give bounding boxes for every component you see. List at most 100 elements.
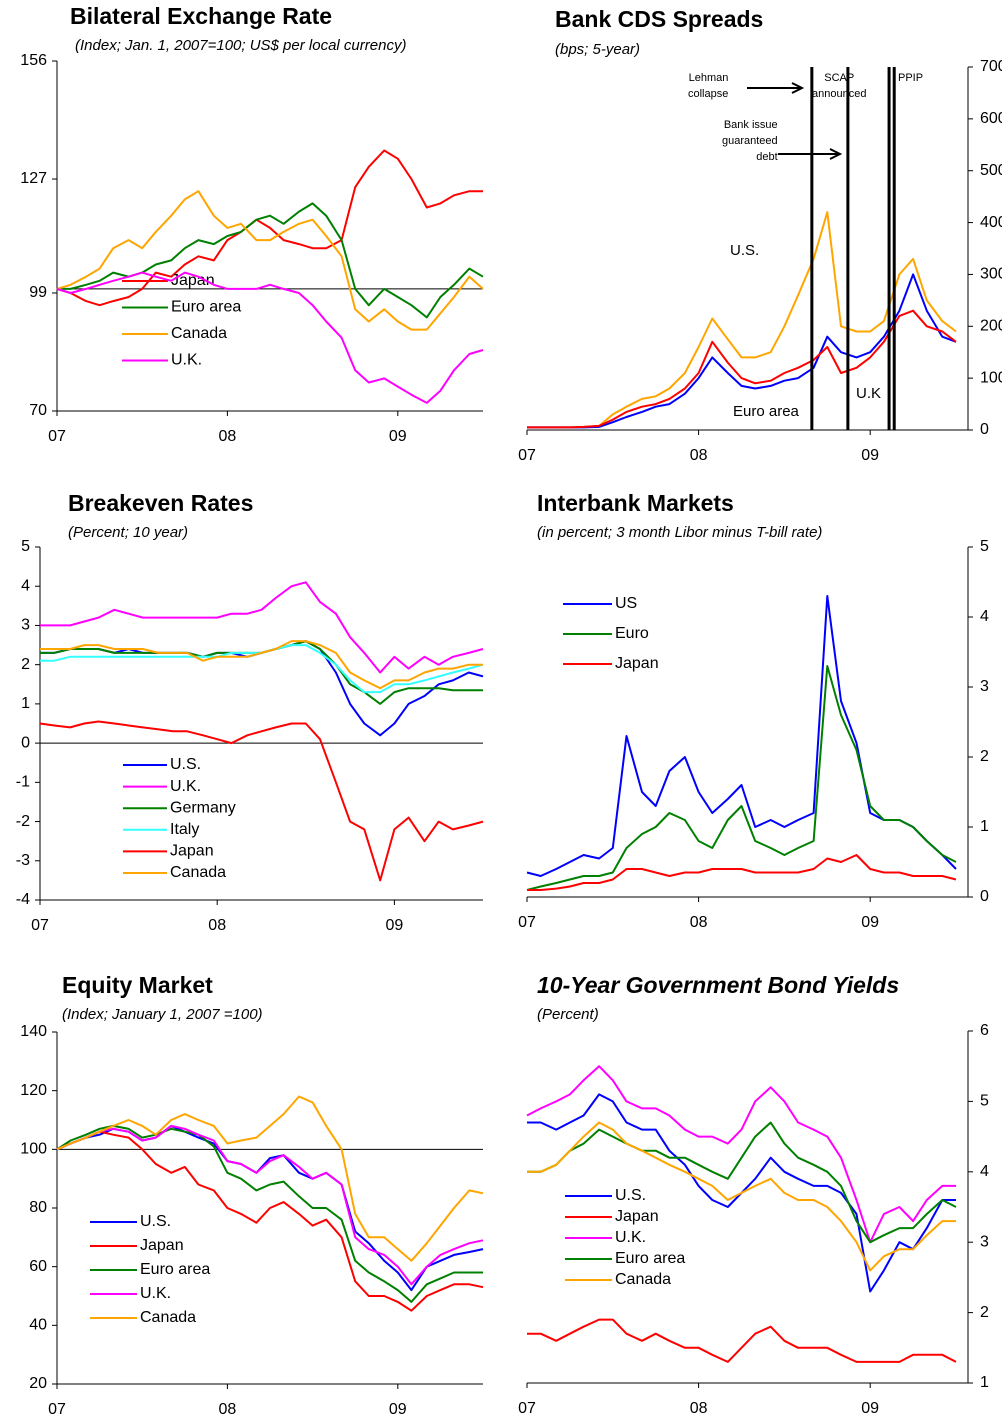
- y-tick-label: 1: [980, 1374, 989, 1391]
- y-tick-label: 1: [980, 818, 989, 835]
- legend-label: U.K.: [140, 1285, 171, 1302]
- chart-subtitle: (Percent): [537, 1006, 599, 1023]
- y-tick-label: 2: [21, 656, 30, 673]
- legend-label: Canada: [615, 1271, 671, 1288]
- legend-label: Euro area: [171, 299, 241, 316]
- legend-label: U.K.: [170, 778, 201, 795]
- chart-subtitle: (Index; January 1, 2007 =100): [62, 1006, 263, 1023]
- y-tick-label: 6: [980, 1022, 989, 1039]
- legend-label: Germany: [170, 799, 236, 816]
- y-tick-label: 600: [980, 110, 1002, 127]
- y-tick-label: 20: [29, 1375, 47, 1392]
- annotation: Bank issue guaranteed debt: [722, 119, 778, 163]
- x-tick-label: 07: [518, 447, 536, 464]
- x-tick-label: 09: [861, 914, 879, 931]
- legend-label: Euro area: [615, 1250, 685, 1267]
- x-tick-label: 07: [518, 1400, 536, 1417]
- legend-label: Japan: [615, 1208, 659, 1225]
- series-line: [526, 595, 957, 877]
- y-tick-label: 0: [21, 734, 30, 751]
- chart-subtitle: (Percent; 10 year): [68, 524, 188, 541]
- x-tick-label: 07: [31, 917, 49, 934]
- x-tick-label: 07: [48, 1401, 66, 1418]
- annotation: Euro area: [733, 403, 799, 420]
- legend-label: Euro area: [140, 1261, 210, 1278]
- y-tick-label: -4: [16, 891, 30, 908]
- x-tick-label: 09: [389, 1401, 407, 1418]
- chart-subtitle: (bps; 5-year): [555, 41, 640, 58]
- y-tick-label: -3: [16, 852, 30, 869]
- y-tick-label: 0: [980, 888, 989, 905]
- legend-label: U.K.: [615, 1229, 646, 1246]
- chart-title: Bilateral Exchange Rate: [70, 3, 332, 29]
- series-line: [40, 640, 483, 690]
- x-tick-label: 07: [518, 914, 536, 931]
- series-line: [56, 149, 483, 307]
- legend-label: Japan: [615, 655, 659, 672]
- series-line: [56, 271, 484, 404]
- annotation-arrow: [778, 148, 843, 160]
- y-tick-label: 5: [21, 538, 30, 555]
- annotation: U.S.: [730, 242, 760, 259]
- chart-subtitle: (in percent; 3 month Libor minus T-bill …: [537, 524, 822, 541]
- legend-label: Japan: [171, 272, 215, 289]
- series-line: [57, 202, 484, 319]
- legend-label: Canada: [170, 864, 226, 881]
- y-tick-label: 700: [980, 58, 1002, 75]
- chart-subtitle: (Index; Jan. 1, 2007=100; US$ per local …: [75, 37, 406, 54]
- series-line: [40, 581, 484, 674]
- y-tick-label: 100: [980, 369, 1002, 386]
- x-tick-label: 07: [48, 428, 66, 445]
- y-tick-label: 80: [29, 1199, 47, 1216]
- legend-label: U.S.: [170, 756, 201, 773]
- x-tick-label: 08: [690, 447, 708, 464]
- x-tick-label: 08: [208, 917, 226, 934]
- y-tick-label: -1: [16, 774, 30, 791]
- x-tick-label: 08: [690, 914, 708, 931]
- legend-label: Italy: [170, 821, 199, 838]
- y-tick-label: 200: [980, 318, 1002, 335]
- x-tick-label: 08: [219, 1401, 237, 1418]
- y-tick-label: 140: [20, 1023, 47, 1040]
- y-tick-label: 4: [980, 608, 989, 625]
- y-tick-label: 3: [980, 1233, 989, 1250]
- y-tick-label: 120: [20, 1082, 47, 1099]
- y-tick-label: 400: [980, 214, 1002, 231]
- legend-label: Canada: [140, 1309, 196, 1326]
- chart-title: 10-Year Government Bond Yields: [537, 972, 899, 998]
- x-tick-label: 09: [861, 1400, 879, 1417]
- series-line: [40, 640, 483, 705]
- annotation: PPIP: [898, 72, 924, 84]
- y-tick-label: 300: [980, 266, 1002, 283]
- y-tick-label: 3: [980, 678, 989, 695]
- y-tick-label: 100: [20, 1141, 47, 1158]
- series-line: [526, 1065, 956, 1244]
- series-line: [56, 1124, 483, 1303]
- chart-title: Breakeven Rates: [68, 490, 253, 516]
- y-tick-label: 500: [980, 162, 1002, 179]
- series-line: [39, 720, 484, 882]
- chart-title: Bank CDS Spreads: [555, 6, 763, 32]
- annotation: SCAP announced: [812, 72, 867, 100]
- chart-title: Interbank Markets: [537, 490, 734, 516]
- y-tick-label: 5: [980, 538, 989, 555]
- y-tick-label: 2: [980, 748, 989, 765]
- series-line: [527, 1318, 957, 1363]
- legend-label: U.K.: [171, 352, 202, 369]
- y-tick-label: 70: [29, 402, 47, 419]
- series-line: [527, 854, 957, 891]
- y-tick-label: 40: [29, 1317, 47, 1334]
- y-tick-label: 3: [21, 617, 30, 634]
- legend-label: US: [615, 595, 637, 612]
- y-tick-label: 2: [980, 1304, 989, 1321]
- annotation-arrow: [747, 82, 805, 94]
- series-line: [56, 1130, 484, 1312]
- series-line: [527, 1121, 957, 1244]
- x-tick-label: 08: [219, 428, 237, 445]
- y-tick-label: 1: [21, 695, 30, 712]
- legend-label: U.S.: [615, 1187, 646, 1204]
- legend-label: Japan: [170, 843, 214, 860]
- y-tick-label: 99: [29, 284, 47, 301]
